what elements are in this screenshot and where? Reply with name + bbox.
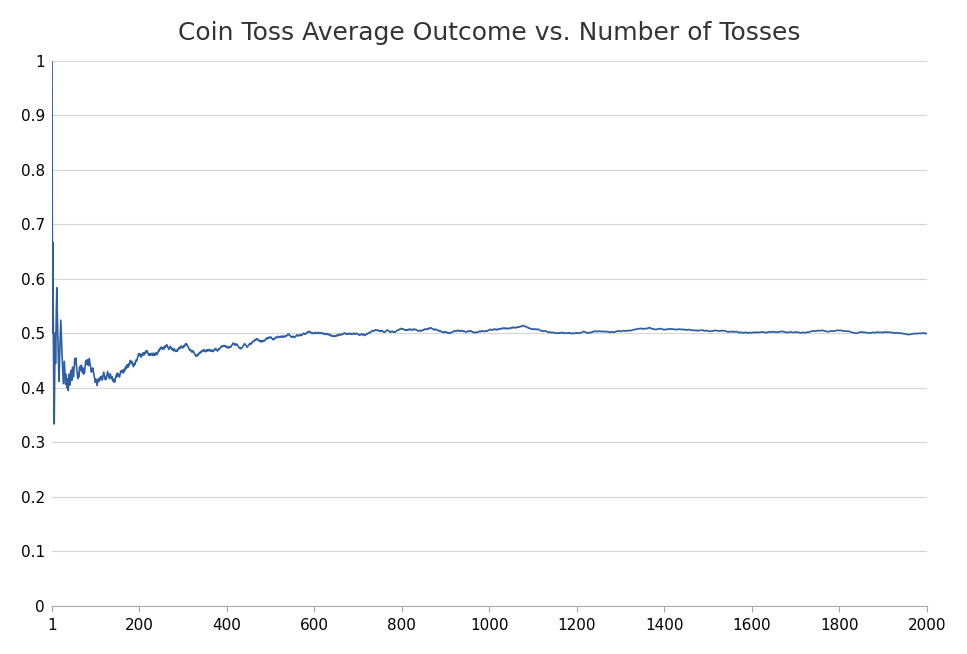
Title: Coin Toss Average Outcome vs. Number of Tosses: Coin Toss Average Outcome vs. Number of …	[178, 21, 801, 45]
